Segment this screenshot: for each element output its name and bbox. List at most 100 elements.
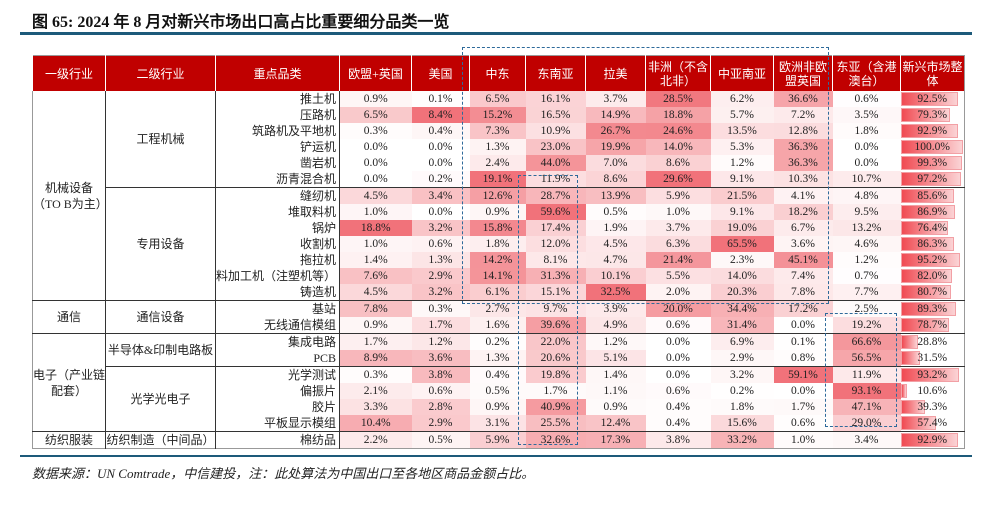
share-cell: 36.3% [773,139,833,155]
total-value: 92.9% [917,125,948,137]
emerging-total-cell: 95.2% [900,252,965,268]
share-cell: 24.6% [645,123,711,139]
share-cell: 8.1% [525,252,586,268]
share-cell: 20.3% [710,284,774,301]
share-cell: 15.8% [469,220,526,236]
total-data-bar [900,108,950,122]
table-row: 沥青混合机 0.0% 0.2% 19.1% 11.9% 8.6% 29.6% 9.1% 10.3… [33,171,965,188]
share-cell: 2.9% [411,268,470,284]
level2-industry: 半导体&印制电路板 [105,333,216,367]
column-header: 中东 [469,55,526,91]
share-cell: 0.9% [339,91,412,107]
table-row: 收割机 1.0% 0.6% 1.8% 12.0% 4.5% 6.3% 65.5% 3.6% 4.6… [33,236,965,252]
share-cell: 56.5% [832,350,901,367]
share-cell: 10.7% [832,171,901,188]
total-value: 92.9% [917,434,948,446]
share-cell: 0.4% [666,417,690,429]
product-category: 胶片 [215,399,341,415]
product-category: PCB [215,350,341,367]
share-cell: 6.9% [710,333,774,350]
column-header: 中亚南亚 [710,55,774,91]
share-cell: 0.0% [791,319,815,331]
share-cell: 66.6% [832,333,901,350]
share-cell: 0.0% [363,141,388,153]
share-cell: 7.7% [832,284,901,301]
total-data-bar [900,368,959,382]
total-value: 28.8% [917,336,948,348]
share-cell: 23.0% [525,139,586,155]
total-value: 92.5% [917,93,948,105]
share-cell: 0.4% [666,401,690,413]
share-cell: 0.6% [791,417,815,429]
emerging-total-cell: 92.9% [900,123,965,139]
share-cell: 19.8% [525,366,586,383]
product-category: 收割机 [215,236,341,252]
share-cell: 8.4% [411,107,470,123]
share-cell: 12.0% [525,236,586,252]
share-cell: 2.0% [645,284,711,301]
share-cell: 1.3% [411,252,470,268]
share-cell: 7.4% [773,268,833,284]
product-category: 锅炉 [215,220,341,236]
share-cell: 14.1% [469,268,526,284]
share-cell: 18.8% [645,107,711,123]
share-cell: 1.8% [469,236,526,252]
share-cell: 0.1% [428,93,453,105]
share-cell: 12.4% [585,415,646,432]
share-cell: 26.7% [585,123,646,139]
level1-industry: 机械设备（TO B为主） [32,91,106,301]
total-data-bar [900,400,925,414]
emerging-total-cell: 31.5% [900,350,965,367]
export-share-table: 一级行业 二级行业 重点品类 欧盟+英国 美国 中东 东南亚 拉美 非洲（不含北非） 中亚南亚 欧洲… [32,55,966,449]
share-cell: 7.8% [773,284,833,301]
total-data-bar [900,416,937,430]
share-cell: 1.0% [646,204,711,220]
total-data-bar [900,433,959,447]
column-header: 非洲（不含北非） [645,55,711,91]
product-category: 平板显示模组 [215,415,341,432]
total-value: 85.6% [917,190,948,202]
share-cell: 25.5% [525,415,586,432]
share-cell: 0.5% [470,383,526,399]
share-cell: 28.7% [525,187,586,204]
share-cell: 7.2% [773,107,833,123]
share-cell: 0.2% [469,333,526,350]
share-cell: 9.7% [525,300,586,317]
share-cell: 39.6% [525,317,586,334]
share-cell: 8.6% [645,155,711,171]
share-cell: 59.1% [773,366,833,383]
share-cell: 0.1% [773,333,833,350]
product-category: 光学测试 [215,366,341,383]
share-cell: 20.0% [645,300,711,317]
share-cell: 0.6% [854,93,879,105]
table-row: 通信 通信设备 基站 7.8% 0.3% 2.7% 9.7% 3.9% 20.0% 34.4% 17… [32,300,965,334]
share-cell: 0.6% [646,317,711,334]
share-cell: 3.4% [832,431,901,449]
share-cell: 20.6% [525,350,586,367]
share-cell: 12.6% [469,187,526,204]
share-cell: 93.1% [832,383,901,399]
share-cell: 3.3% [339,399,412,415]
share-cell: 0.0% [645,333,711,350]
share-cell: 0.0% [645,366,711,383]
share-cell: 2.5% [832,300,901,317]
product-category: 料加工机（注塑机等） [215,268,341,284]
column-header: 东亚（含港澳台） [832,55,901,91]
share-cell: 0.0% [363,157,388,169]
product-category: 沥青混合机 [215,171,341,188]
level1-industry: 纺织服装 [32,431,106,449]
share-cell: 14.2% [469,252,526,268]
share-cell: 0.9% [469,399,526,415]
total-value: 80.7% [917,286,948,298]
share-cell: 5.9% [469,431,526,449]
share-cell: 18.8% [339,220,412,236]
share-cell: 0.0% [428,157,453,169]
share-cell: 12.8% [773,123,833,139]
share-cell: 0.6% [411,383,470,399]
share-cell: 3.4% [411,187,470,204]
share-cell: 36.3% [773,155,833,171]
share-cell: 22.0% [525,333,586,350]
share-cell: 0.3% [411,300,470,317]
table-row: 压路机 6.5% 8.4% 15.2% 16.5% 14.9% 18.8% 5.7% 7.2% 3… [33,107,965,123]
share-cell: 4.5% [339,284,412,301]
